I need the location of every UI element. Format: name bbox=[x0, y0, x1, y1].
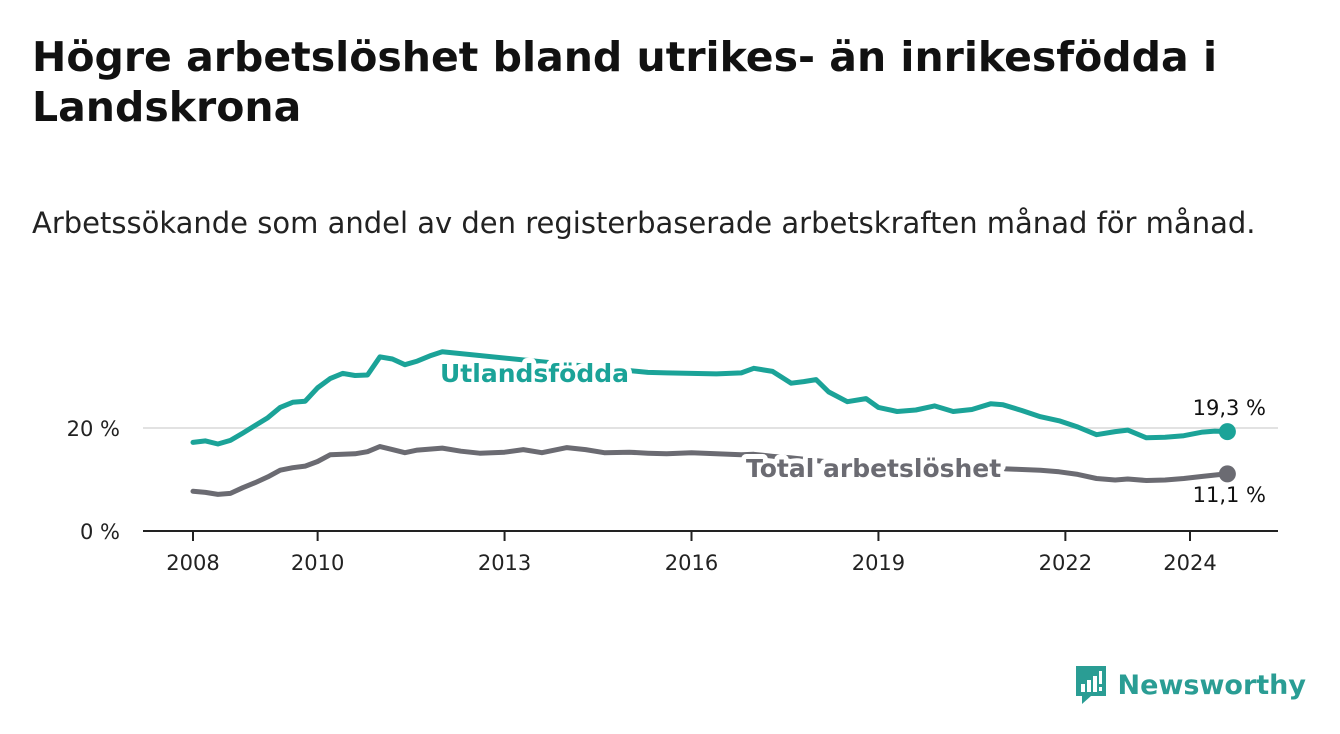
x-tick-label: 2024 bbox=[1163, 551, 1216, 575]
series-label-total: Total arbetslöshet bbox=[746, 454, 1001, 483]
series-line-total bbox=[190, 444, 1230, 497]
series-line-utlandsfodda bbox=[190, 349, 1230, 447]
newsworthy-logo-icon bbox=[1075, 666, 1106, 704]
x-tick-label: 2013 bbox=[478, 551, 531, 575]
x-tick-label: 2008 bbox=[166, 551, 219, 575]
end-label-total: 11,1 % bbox=[1193, 483, 1266, 507]
y-tick-label: 0 % bbox=[80, 520, 120, 544]
chart-title: Högre arbetslöshet bland utrikes- än inr… bbox=[32, 33, 1217, 131]
y-tick-label: 20 % bbox=[67, 417, 120, 441]
series-end-point-utlandsfodda bbox=[1218, 423, 1236, 441]
end-label-utlandsfodda: 19,3 % bbox=[1193, 396, 1266, 420]
x-tick-label: 2016 bbox=[665, 551, 718, 575]
x-tick-label: 2010 bbox=[291, 551, 344, 575]
brand-name: Newsworthy bbox=[1117, 669, 1306, 701]
series-label-utlandsfodda: Utlandsfödda bbox=[440, 359, 629, 388]
x-tick-label: 2022 bbox=[1039, 551, 1092, 575]
series-end-point-total bbox=[1218, 465, 1236, 483]
chart-subtitle: Arbetssökande som andel av den registerb… bbox=[32, 206, 1256, 240]
x-tick-label: 2019 bbox=[852, 551, 905, 575]
brand-logo: Newsworthy bbox=[1074, 664, 1306, 706]
